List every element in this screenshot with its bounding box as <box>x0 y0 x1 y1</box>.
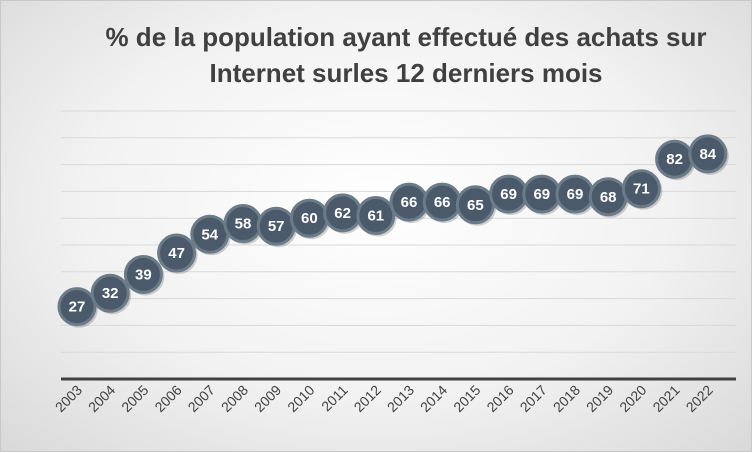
data-label: 68 <box>600 189 617 206</box>
data-point: 39 <box>123 254 165 296</box>
data-point: 69 <box>555 174 596 216</box>
x-tick-label: 2014 <box>417 382 450 415</box>
data-point: 68 <box>588 177 630 218</box>
data-label: 69 <box>500 186 517 203</box>
x-tick-label: 2010 <box>284 382 317 415</box>
x-tick-label: 2011 <box>318 382 351 415</box>
x-tick-label: 2003 <box>52 382 85 415</box>
x-tick-label: 2007 <box>185 382 218 415</box>
data-label: 62 <box>334 205 351 222</box>
data-point: 47 <box>157 233 198 275</box>
data-point-marker <box>157 233 197 273</box>
data-label: 32 <box>102 285 119 302</box>
data-point: 69 <box>522 174 563 216</box>
data-label: 66 <box>434 194 451 211</box>
chart-title-line-2: Internet surles 12 derniers mois <box>209 58 603 88</box>
data-point: 69 <box>489 174 530 216</box>
data-point: 71 <box>621 169 663 210</box>
data-point-marker <box>688 134 728 174</box>
chart-title-line-1: % de la population ayant effectué des ac… <box>105 22 707 52</box>
data-point-marker <box>356 196 396 236</box>
x-tick-label: 2021 <box>649 382 682 415</box>
data-label: 65 <box>467 197 484 214</box>
data-label: 60 <box>301 210 318 227</box>
data-point-marker <box>90 273 130 313</box>
data-label: 69 <box>533 186 550 203</box>
data-point: 32 <box>90 273 132 315</box>
data-point: 58 <box>223 204 264 245</box>
x-tick-label: 2013 <box>384 382 417 415</box>
data-label: 84 <box>699 146 716 163</box>
data-label: 71 <box>633 181 650 198</box>
data-point: 84 <box>688 134 729 175</box>
data-label: 61 <box>367 208 384 225</box>
x-tick-label: 2015 <box>450 382 483 415</box>
x-tick-label: 2017 <box>517 382 550 415</box>
data-point: 66 <box>389 182 430 224</box>
x-tick-label: 2004 <box>85 382 118 415</box>
data-label: 57 <box>268 218 285 235</box>
x-tick-label: 2019 <box>583 382 616 415</box>
x-tick-label: 2005 <box>118 382 151 415</box>
data-point: 61 <box>356 196 397 237</box>
data-point: 60 <box>289 198 331 240</box>
data-label: 54 <box>201 226 218 243</box>
data-point-marker <box>621 169 661 209</box>
data-label: 69 <box>567 186 584 203</box>
x-tick-label: 2022 <box>683 382 716 415</box>
data-label: 27 <box>69 299 86 316</box>
data-label: 66 <box>401 194 418 211</box>
data-label: 82 <box>666 151 683 168</box>
data-point-marker <box>123 254 163 294</box>
x-tick-label: 2009 <box>251 382 284 415</box>
x-tick-label: 2006 <box>151 382 184 415</box>
x-tick-label: 2018 <box>550 382 583 415</box>
data-point: 57 <box>256 206 298 248</box>
x-tick-label: 2020 <box>616 382 649 415</box>
x-tick-label: 2012 <box>351 382 384 415</box>
x-tick-label: 2016 <box>483 382 516 415</box>
data-label: 58 <box>235 216 252 233</box>
chart-title: % de la population ayant effectué des ac… <box>61 19 751 91</box>
data-point: 62 <box>323 193 364 234</box>
data-point: 54 <box>190 214 231 256</box>
data-point: 27 <box>57 287 98 328</box>
data-point: 65 <box>455 185 497 226</box>
data-point-marker <box>57 287 97 327</box>
data-label: 47 <box>168 245 185 262</box>
data-label: 39 <box>135 266 152 283</box>
x-tick-label: 2008 <box>218 382 251 415</box>
